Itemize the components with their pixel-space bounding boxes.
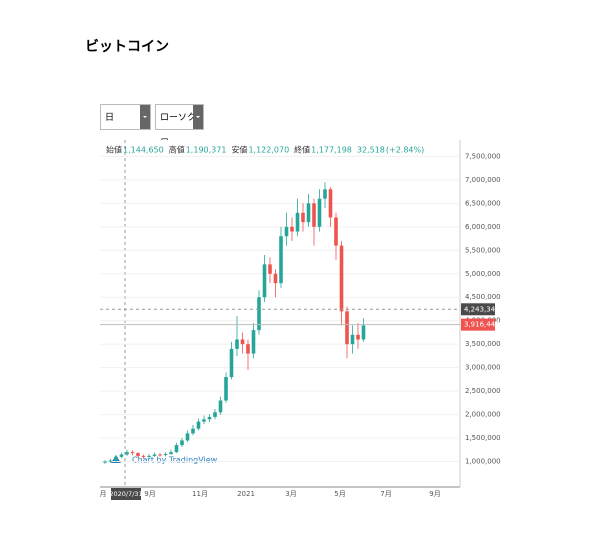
candle-body <box>268 264 272 274</box>
last-price-box <box>461 318 495 331</box>
watermark: Chart by TradingView <box>132 456 218 465</box>
dropdown-arrow <box>140 105 150 129</box>
candle-body <box>169 452 173 455</box>
candle-body <box>246 344 250 354</box>
candle-body <box>218 400 223 413</box>
candle-body <box>202 419 206 422</box>
y-tick-label: 5,500,000 <box>465 246 501 254</box>
candle-body <box>251 330 256 354</box>
candle-body <box>240 339 245 345</box>
candle-body <box>328 189 333 218</box>
interval-value: 日 <box>105 113 115 123</box>
y-tick-label: 4,500,000 <box>465 293 501 301</box>
crosshair-price-label: 4,243,347 <box>464 305 500 313</box>
candle-body <box>185 433 190 441</box>
candle-body <box>257 297 261 331</box>
interval-select[interactable]: 日 <box>100 104 151 130</box>
candle-body <box>279 236 283 284</box>
candle-body <box>323 189 327 199</box>
legend-label: 32,518 <box>357 146 385 155</box>
candle-body <box>119 454 124 457</box>
y-tick-label: 5,000,000 <box>465 270 501 278</box>
y-tick-label: 3,000,000 <box>465 364 501 372</box>
x-tick-label: 5月 <box>334 490 345 498</box>
candle-body <box>103 461 107 463</box>
candle-body <box>301 212 305 223</box>
candle-body <box>284 226 289 237</box>
y-tick-label: 2,500,000 <box>465 387 501 395</box>
y-tick-label: 2,000,000 <box>465 411 501 419</box>
candle-body <box>350 334 355 345</box>
legend-value: 1,122,070 <box>248 146 289 155</box>
y-tick-label: 7,500,000 <box>465 152 501 160</box>
candle-body <box>262 264 267 298</box>
candle-body <box>273 273 278 284</box>
last-price-label: 3,916,449 <box>464 321 500 329</box>
y-tick-label: 6,000,000 <box>465 223 501 231</box>
candle-body <box>290 226 294 232</box>
legend-value: (+2.84%) <box>386 146 424 155</box>
legend: 始値 1,144,650 高値 1,190,371 安値 1,122,070 終値 1,177… <box>106 145 424 155</box>
candle-body <box>152 454 157 456</box>
candle-body <box>130 452 135 454</box>
candle-body <box>196 421 201 429</box>
x-tick-label: 11月 <box>192 490 208 498</box>
x-tick-label: 3月 <box>285 490 296 498</box>
plot-area <box>100 140 460 487</box>
candle-body <box>317 198 322 227</box>
crosshair-price-box <box>461 303 495 316</box>
candle-body <box>174 445 179 453</box>
x-tick-label: 2021 <box>237 490 255 498</box>
crosshair-date-label: 2020/7/31 <box>109 490 142 498</box>
crosshair-date-box <box>111 488 141 500</box>
candle-body <box>207 416 212 420</box>
candle-body <box>125 452 129 455</box>
legend-label: 安値 <box>231 145 247 155</box>
legend-value: 1,144,650 <box>123 146 164 155</box>
candle-body <box>108 460 113 462</box>
candle-body <box>163 454 168 456</box>
x-tick-label: 9月 <box>429 490 440 498</box>
candle-body <box>229 348 234 378</box>
y-tick-label: 3,500,000 <box>465 340 501 348</box>
x-tick-label: 9月 <box>144 490 155 498</box>
candle-body <box>235 339 239 349</box>
candle-body <box>306 203 311 223</box>
candle-body <box>345 311 349 345</box>
legend-value: 1,177,198 <box>311 146 352 155</box>
candle-body <box>361 325 366 340</box>
y-tick-label: 7,000,000 <box>465 176 501 184</box>
legend-value: 1,190,371 <box>186 146 227 155</box>
candle-body <box>136 453 140 456</box>
candle-body <box>213 412 217 417</box>
y-tick-label: 1,000,000 <box>465 458 501 466</box>
legend-label: 終値 <box>294 145 310 155</box>
candle-body <box>295 212 300 232</box>
candle-body <box>141 455 146 457</box>
legend-label: 高値 <box>169 145 185 155</box>
candle-body <box>158 454 162 456</box>
candle-body <box>339 245 344 312</box>
legend-label: 始値 <box>106 145 122 155</box>
candle-body <box>180 440 184 446</box>
x-tick-label: 7月 <box>380 490 391 498</box>
candle-body <box>224 377 228 401</box>
y-tick-label: 1,500,000 <box>465 434 501 442</box>
candle-body <box>147 455 151 457</box>
candle-body <box>356 334 360 340</box>
candle-body <box>312 203 316 227</box>
candle-body <box>191 428 195 434</box>
x-tick-label: 月 <box>100 490 107 498</box>
candle-body <box>334 217 338 246</box>
dropdown-arrow <box>193 105 203 129</box>
y-tick-label: 6,500,000 <box>465 199 501 207</box>
candle-body <box>114 456 118 461</box>
page-title: ビットコイン <box>85 39 169 55</box>
